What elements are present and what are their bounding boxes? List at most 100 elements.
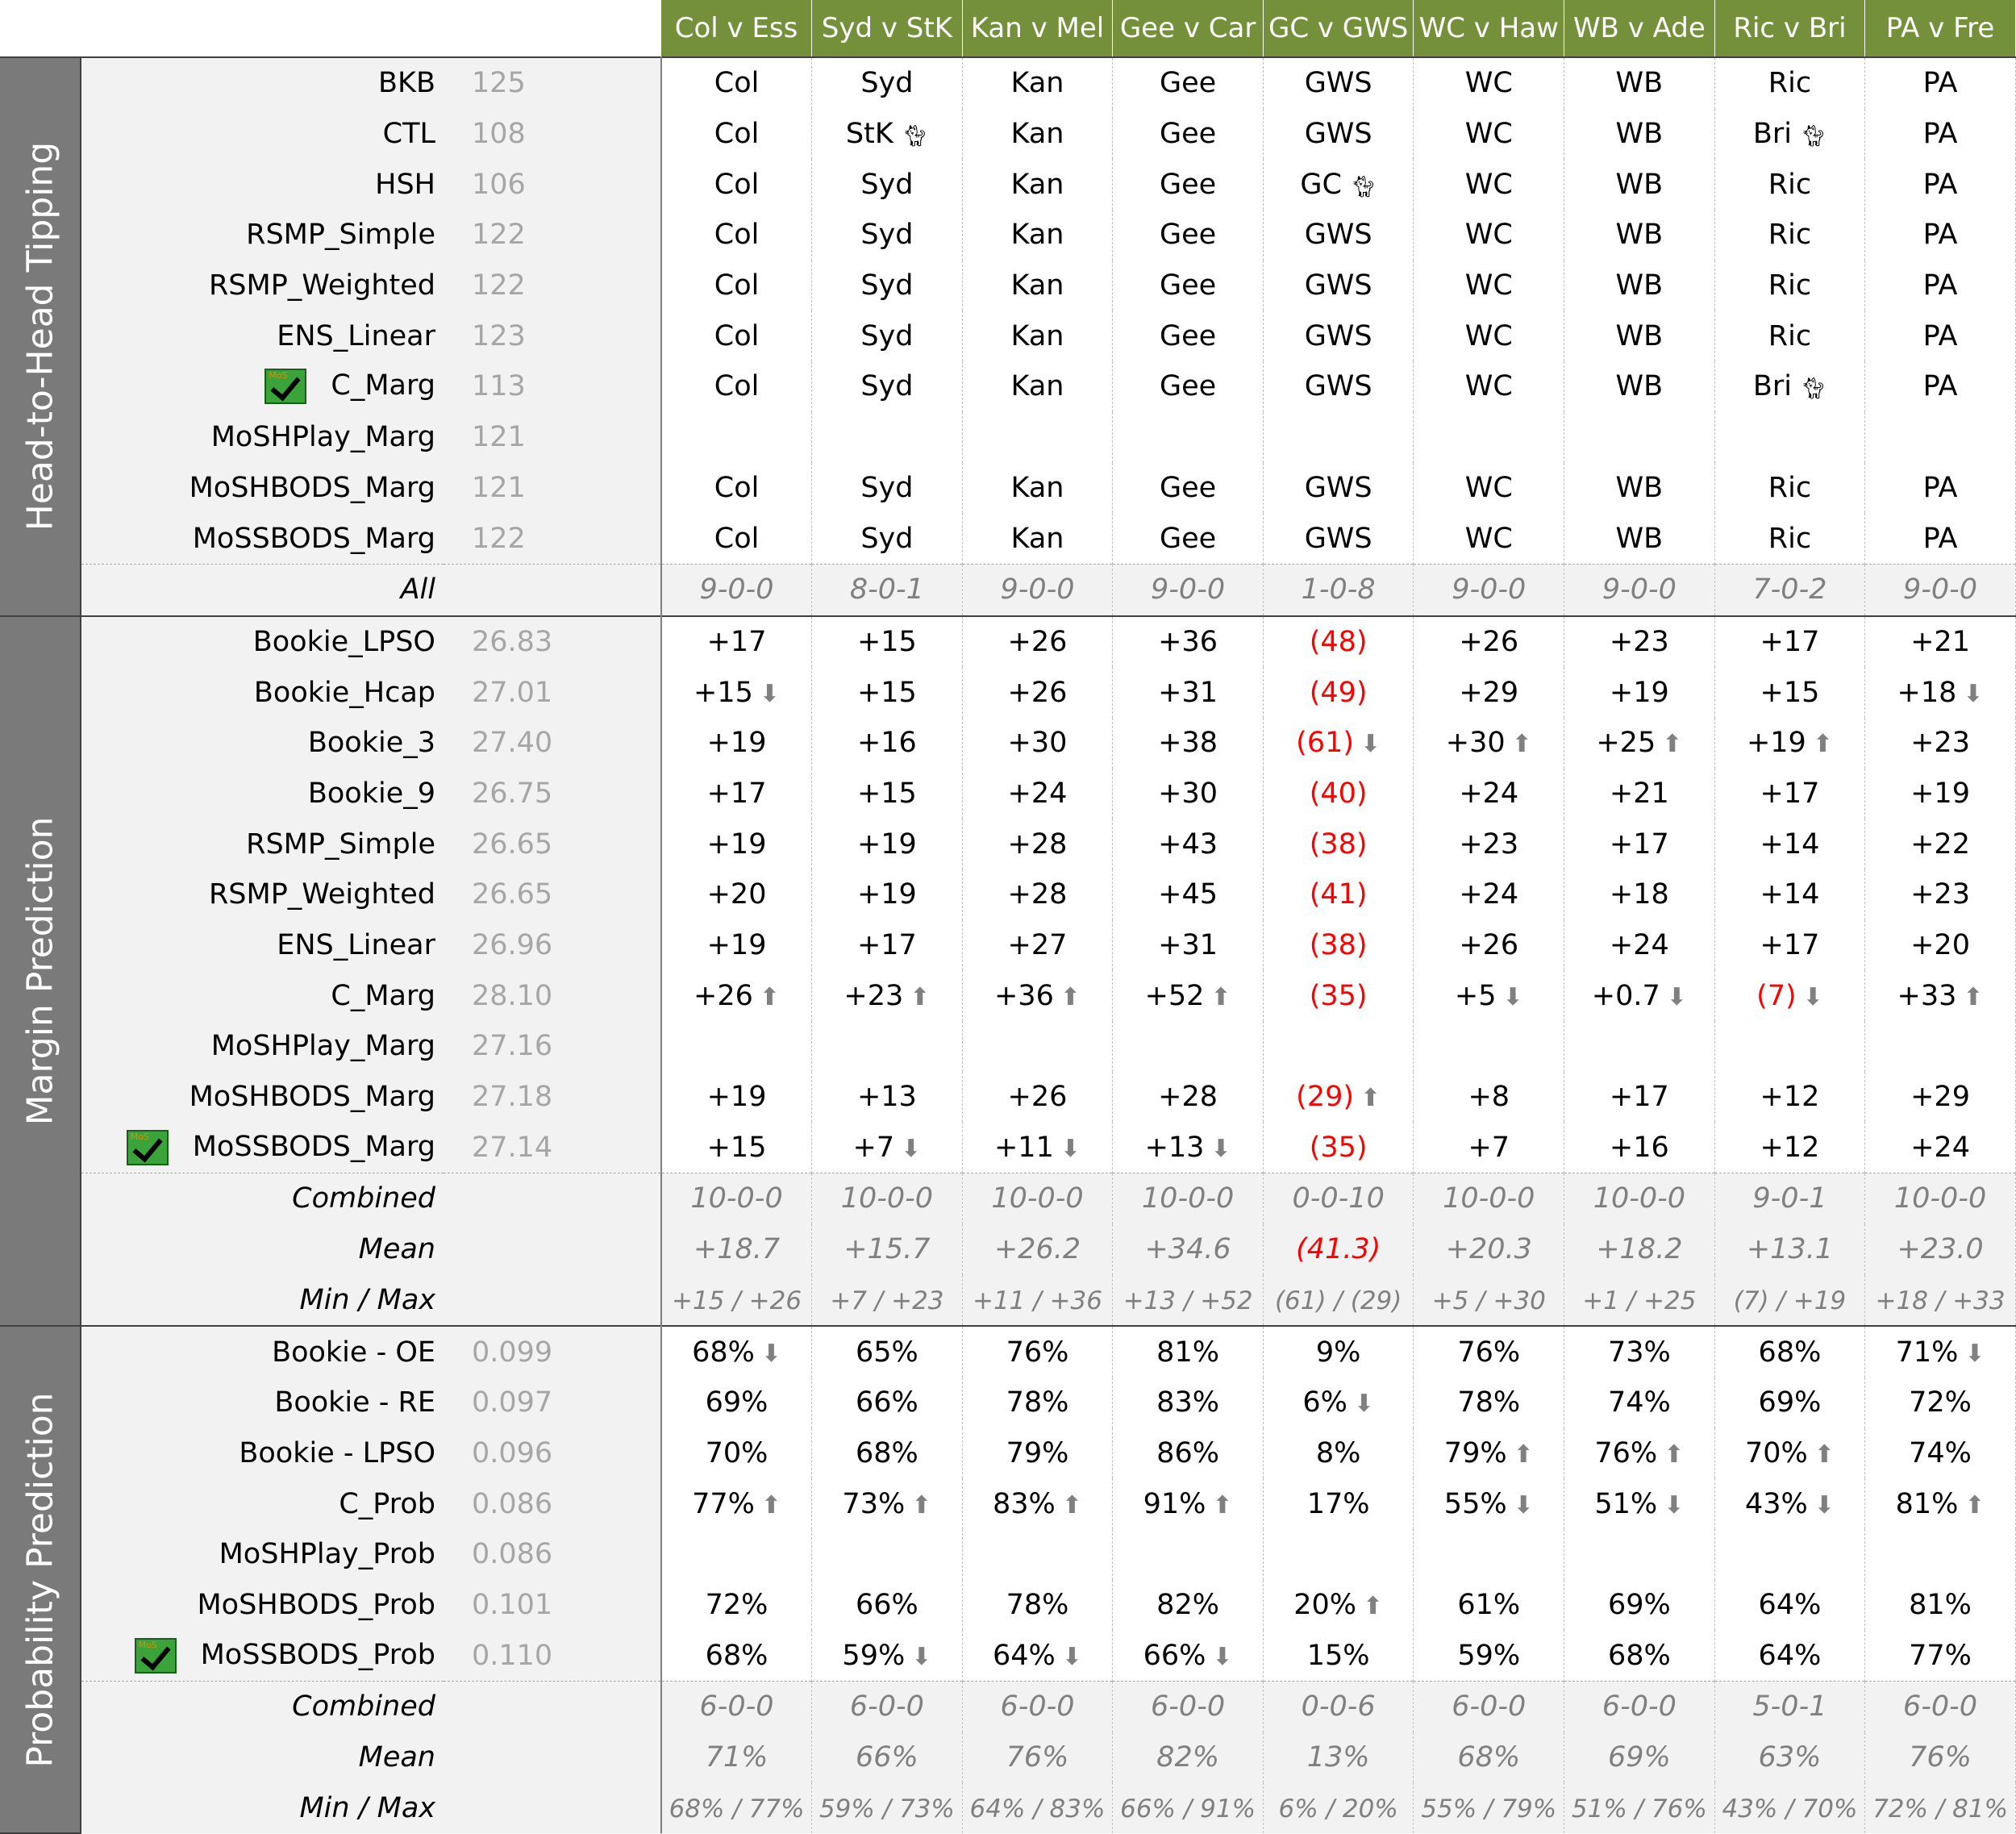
model-name-text: MoSSBODS_Marg [192,522,435,555]
prediction-cell: 6-0-0 [962,1680,1114,1732]
prediction-cell: WB [1564,361,1715,412]
prediction-cell: +15 [1714,667,1866,718]
prediction-cell: Gee [1112,210,1264,261]
prediction-value: Gee [1159,67,1217,100]
game-header: WC v Haw [1413,0,1565,57]
prediction-cell: Col [661,210,813,261]
prediction-cell: Syd [811,462,963,514]
prediction-value: +13 [1144,1131,1205,1164]
prediction-value: 79% [1443,1436,1507,1469]
prediction-cell: Kan [962,108,1114,160]
prediction-cell: Kan [962,159,1114,210]
prediction-cell: 76% [1864,1732,2016,1783]
prediction-cell: (38) [1263,919,1414,971]
prediction-cell: +16 [1564,1122,1715,1173]
model-name: MoSHPlay_Marg [81,411,444,463]
arrow-up-icon: ⬆︎ [911,1490,932,1519]
black-cat-icon: 🐈︎ [1800,124,1827,149]
model-row: MoSHBODS_Marg 27.18 +19 +13 +26 +28 (29) ⬆︎ +8 +1… [0,1071,2016,1123]
prediction-cell: +24 [1564,919,1715,971]
prediction-value: Syd [860,319,914,352]
summary-row: Combined 10-0-0 10-0-0 10-0-0 10-0-0 0-0-10 10… [0,1173,2016,1224]
mos-checkmark-icon [134,1637,177,1674]
prediction-cell: +13 [811,1071,963,1123]
prediction-value: 0-0-10 [1292,1182,1385,1215]
prediction-cell [962,1528,1114,1580]
prediction-value: 51% [1594,1487,1658,1520]
prediction-cell: +19 [1864,768,2016,819]
prediction-value: 9-0-0 [1151,573,1226,606]
prediction-value: WC [1464,118,1513,151]
arrow-up-icon: ⬆︎ [760,1490,782,1519]
prediction-cell: WC [1413,108,1565,160]
prediction-cell: 1-0-8 [1263,563,1414,616]
prediction-cell: +43 [1112,819,1264,869]
prediction-value: 6% / 20% [1278,1794,1398,1824]
prediction-cell: +17 [661,768,813,819]
prediction-value: +19 [706,929,767,962]
game-header: Gee v Car [1112,0,1264,57]
prediction-cell [811,1528,963,1580]
prediction-cell: GC 🐈︎ [1263,159,1414,210]
prediction-cell: (35) [1263,970,1414,1022]
prediction-value: 10-0-0 [1141,1182,1235,1215]
model-name-text: Min / Max [299,1791,435,1824]
arrow-down-icon: ⬇︎ [1666,982,1687,1011]
prediction-cell: 9-0-0 [962,563,1114,616]
prediction-value: +20 [706,878,767,911]
summary-row: Min / Max 68% / 77% 59% / 73% 64% / 83% 66% … [0,1782,2016,1834]
prediction-value: Ric [1768,269,1812,302]
prediction-value: +28 [1158,1081,1218,1114]
prediction-cell: Gee [1112,260,1264,311]
prediction-value: +23 [1459,827,1519,861]
prediction-cell: +13 ⬇︎ [1112,1122,1264,1173]
arrow-up-icon: ⬆︎ [1513,1440,1534,1469]
model-score: 27.14 [444,1122,662,1173]
prediction-value: 8-0-1 [849,573,924,606]
prediction-cell: +24 [962,768,1114,819]
prediction-value: Gee [1159,269,1217,302]
prediction-cell: +26 [1413,919,1565,971]
prediction-cell: 55% / 79% [1413,1782,1565,1834]
prediction-cell: +31 [1112,667,1264,718]
prediction-value: Gee [1159,319,1217,352]
model-score [444,1223,662,1275]
mos-checkmark-icon [126,1129,169,1165]
prediction-value: +30 [1158,777,1218,810]
prediction-cell: 64% ⬇︎ [962,1630,1114,1682]
prediction-cell: +28 [962,869,1114,920]
prediction-value: 70% [705,1436,768,1469]
prediction-value: +34.6 [1144,1233,1231,1266]
model-name: ENS_Linear [81,919,444,971]
prediction-value: +13 [856,1081,917,1114]
model-name: RSMP_Simple [81,819,444,869]
arrow-up-icon: ⬆︎ [1664,1440,1685,1469]
prediction-cell: 81% [1112,1325,1264,1378]
prediction-cell: +12 [1714,1122,1866,1173]
prediction-value: +52 [1144,979,1205,1012]
model-name: C_Marg [81,361,444,412]
prediction-value: Kan [1010,219,1064,252]
prediction-value: +38 [1158,727,1218,760]
prediction-cell: Ric [1714,513,1866,565]
model-name-text: BKB [378,67,435,100]
model-score: 122 [444,210,662,261]
prediction-value: +16 [1609,1131,1669,1164]
prediction-value: 76% [1006,1336,1069,1369]
prediction-value: 72% [1909,1386,1972,1419]
prediction-value: Ric [1768,219,1812,252]
summary-row: Mean +18.7 +15.7 +26.2 +34.6 (41.3) +20.3 +18.2… [0,1223,2016,1275]
model-name: RSMP_Weighted [81,260,444,311]
arrow-down-icon: ⬇︎ [1212,1642,1233,1671]
prediction-value: 10-0-0 [1593,1182,1686,1215]
prediction-cell: 69% [1564,1579,1715,1631]
prediction-cell: (7) ⬇︎ [1714,970,1866,1022]
prediction-value: +30 [1445,727,1506,760]
prediction-cell: Gee [1112,462,1264,514]
prediction-value: Bri [1752,118,1792,151]
prediction-value: 64% [993,1639,1056,1672]
prediction-value: PA [1922,168,1958,201]
prediction-value: 74% [1909,1436,1972,1469]
model-name-text: ENS_Linear [277,319,435,352]
prediction-value: 7-0-2 [1752,573,1827,606]
